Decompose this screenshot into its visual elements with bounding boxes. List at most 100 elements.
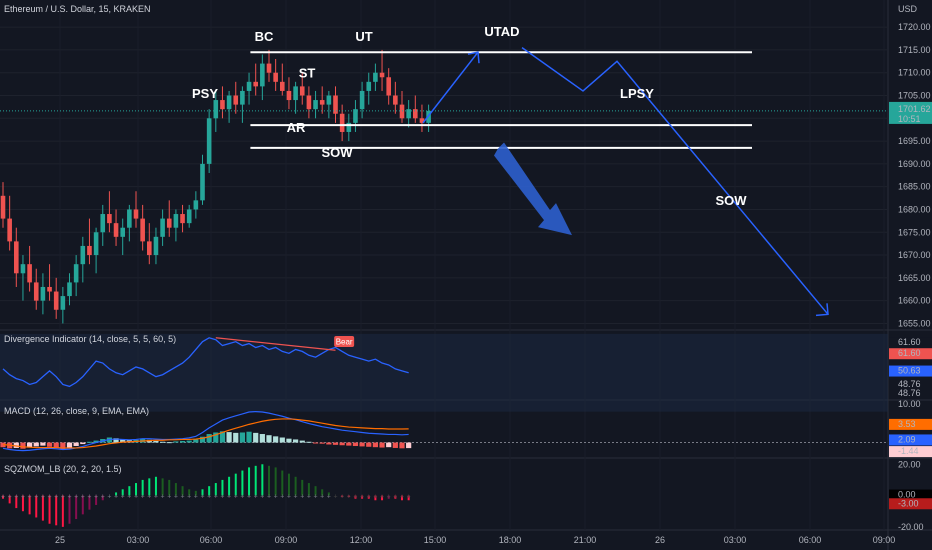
sqzmom-value-label: -3.00 — [898, 498, 919, 508]
candle-body — [273, 72, 278, 82]
squeeze-dot: + — [14, 494, 18, 501]
candle-body — [0, 195, 6, 219]
candle-body — [213, 100, 219, 119]
macd-value-badge — [889, 446, 932, 458]
candle-body — [353, 109, 358, 123]
candle-body — [73, 264, 79, 283]
sqzmom-title: SQZMOM_LB (20, 2, 20, 1.5) — [4, 464, 122, 474]
candle-body — [7, 218, 12, 242]
macd-value-badge — [889, 434, 932, 446]
macd-histogram-bar — [80, 442, 86, 445]
annotation-label: UTAD — [484, 24, 519, 39]
macd-histogram-bar — [379, 442, 385, 448]
macd-histogram-bar — [312, 442, 319, 444]
candle-body — [359, 90, 365, 110]
squeeze-dot: + — [1, 494, 5, 501]
macd-value-label: 2.09 — [898, 434, 916, 444]
macd-histogram-bar — [392, 442, 398, 448]
squeeze-dot: + — [220, 494, 224, 501]
candle-body — [127, 209, 132, 228]
squeeze-dot: + — [21, 494, 25, 501]
indicator-value-badge — [889, 379, 932, 391]
indicator-value-badge — [889, 365, 932, 377]
macd-histogram-bar — [93, 440, 99, 443]
candle-body — [133, 209, 139, 219]
projection-down-path — [521, 47, 829, 315]
annotation-label: AR — [287, 120, 306, 135]
time-tick-label: 03:00 — [127, 535, 150, 545]
squeeze-dot: + — [387, 494, 391, 501]
sqzmom-value-label: 0.00 — [898, 490, 916, 500]
squeeze-dot: + — [280, 494, 284, 501]
time-tick-label: 15:00 — [424, 535, 447, 545]
macd-histogram-bar — [173, 441, 179, 443]
macd-histogram-bar — [273, 436, 279, 443]
annotation-label: SOW — [321, 145, 353, 160]
candlestick-series — [0, 49, 431, 324]
macd-line — [2, 410, 409, 452]
annotation-label: PSY — [192, 86, 218, 101]
squeeze-dot: + — [307, 494, 311, 501]
candle-body — [206, 118, 212, 164]
last-price-badge — [889, 101, 932, 124]
macd-histogram-bar — [33, 442, 39, 447]
candle-body — [306, 95, 312, 110]
macd-histogram-bar — [253, 432, 259, 443]
price-tick-label: 1720.00 — [898, 22, 931, 32]
user-drawings[interactable] — [0, 47, 888, 317]
squeeze-dot: + — [181, 494, 185, 501]
indicator-value-label: 48.76 — [898, 388, 921, 398]
squeeze-dot: + — [154, 494, 158, 501]
squeeze-dot: + — [353, 494, 357, 501]
macd-histogram-bar — [339, 442, 345, 446]
squeeze-dot: + — [360, 494, 364, 501]
candle-body — [200, 163, 205, 201]
squeeze-dot: + — [207, 494, 211, 501]
squeeze-dot: + — [134, 494, 138, 501]
macd-histogram-bar — [40, 442, 46, 446]
sqzmom-value-label: 20.00 — [898, 459, 921, 469]
divergence-line — [2, 337, 409, 388]
down-arrow — [494, 142, 572, 236]
candle-body — [326, 95, 332, 105]
squeeze-dot: + — [340, 494, 344, 501]
candle-body — [93, 232, 99, 256]
squeeze-dot: + — [167, 494, 171, 501]
squeeze-dot: + — [240, 494, 244, 501]
time-axis: 25 03:00 06:00 09:00 12:00 15:00 18:00 21:00 26 0… — [55, 535, 895, 545]
macd-pane: MACD (12, 26, close, 9, EMA, EMA) — [0, 406, 888, 452]
macd-histogram-bar — [160, 441, 166, 443]
candle-body — [233, 95, 239, 105]
candle-body — [186, 209, 192, 224]
macd-histogram-bar — [27, 442, 33, 448]
squeeze-dot: + — [274, 494, 278, 501]
bear-divergence-line — [215, 337, 336, 351]
macd-histogram-bar — [399, 442, 405, 449]
macd-histogram-bar — [406, 442, 412, 449]
divergence-title: Divergence Indicator (14, close, 5, 5, 6… — [4, 334, 176, 344]
squeeze-dot: + — [81, 494, 85, 501]
sqzmom-value-badge — [889, 498, 932, 510]
macd-histogram-bar — [120, 439, 126, 443]
divergence-band — [0, 333, 888, 412]
indicator-value-badge — [889, 348, 932, 360]
indicator-value-label: 50.63 — [898, 366, 921, 376]
squeeze-dot: + — [48, 494, 52, 501]
squeeze-dot: + — [127, 494, 131, 501]
annotation-label: BC — [255, 29, 274, 44]
macd-histogram-bar — [386, 442, 392, 448]
candle-body — [426, 110, 431, 123]
squeeze-dot: + — [327, 494, 331, 501]
macd-histogram-bar — [352, 442, 359, 447]
squeeze-dot: + — [347, 494, 351, 501]
countdown-label: 10:51 — [898, 114, 921, 124]
squeeze-dot: + — [320, 494, 324, 501]
macd-value-badge — [889, 418, 932, 430]
squeeze-dot: + — [267, 494, 271, 501]
macd-histogram-bar — [233, 432, 239, 443]
macd-histogram-bar — [179, 440, 186, 443]
candle-body — [140, 218, 145, 242]
divergence-pane: Divergence Indicator (14, close, 5, 5, 6… — [0, 333, 888, 412]
squeeze-dot: + — [87, 494, 91, 501]
